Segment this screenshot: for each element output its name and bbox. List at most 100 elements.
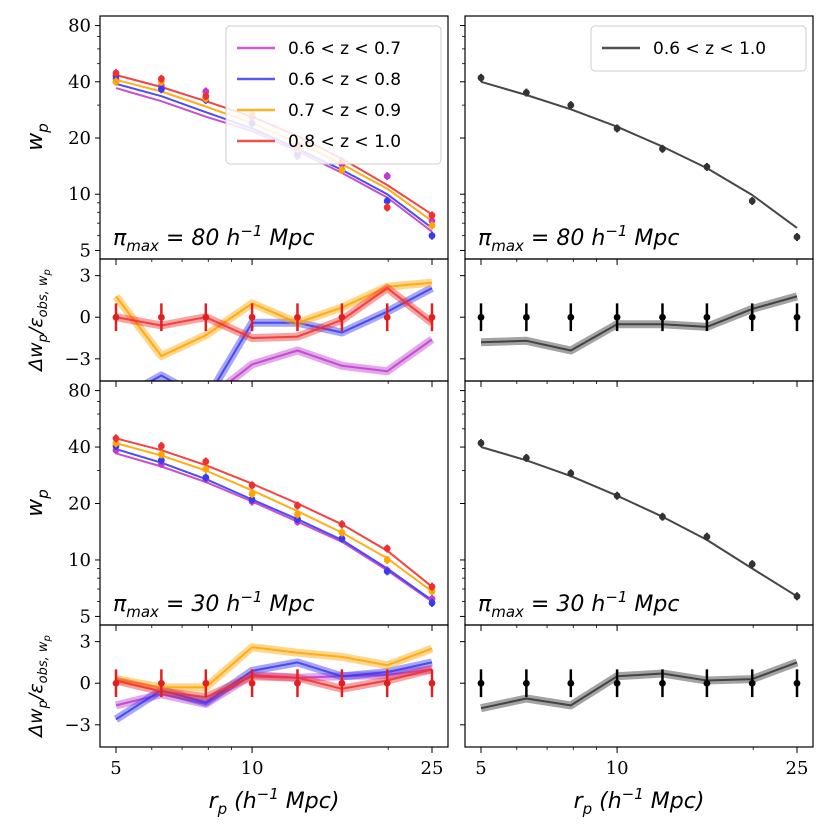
data-point	[428, 587, 436, 595]
data-point	[202, 465, 210, 473]
wp-bottom-left-plot-area	[112, 434, 436, 607]
pi-max-label: πmax = 80 h−1 Mpc	[478, 222, 679, 255]
x-tick-label: 5	[110, 758, 121, 779]
data-point	[428, 679, 436, 687]
series-line	[480, 80, 798, 229]
data-point	[383, 313, 391, 321]
data-point	[428, 583, 436, 591]
data-point	[477, 679, 485, 687]
y-tick-label: 0	[80, 307, 91, 328]
wp-bottom-right-plot-area	[477, 439, 801, 601]
res-top-right	[460, 258, 814, 387]
pi-max-label: πmax = 30 h−1 Mpc	[113, 588, 314, 621]
data-point	[338, 166, 346, 174]
wp-bottom-left-frame	[99, 380, 449, 626]
data-point	[202, 679, 210, 687]
xlabel-right: rp (h−1 Mpc)	[574, 785, 705, 818]
data-point	[157, 679, 165, 687]
legend-label: 0.7 < z < 0.9	[288, 101, 401, 121]
data-point	[703, 163, 711, 171]
pi-max-label: πmax = 80 h−1 Mpc	[113, 222, 314, 255]
data-point	[157, 442, 165, 450]
data-point	[793, 233, 801, 241]
legend-right: 0.6 < z < 1.0	[590, 25, 807, 72]
data-point	[338, 679, 346, 687]
series-line	[115, 442, 433, 593]
data-point	[748, 679, 756, 687]
data-point	[748, 560, 756, 568]
legend-label: 0.8 < z < 1.0	[288, 132, 401, 152]
data-point	[157, 75, 165, 83]
data-point	[338, 520, 346, 528]
data-point	[202, 92, 210, 100]
y-tick-label: 40	[68, 437, 91, 458]
data-point	[248, 313, 256, 321]
ylabel-wp-top: wp	[23, 123, 52, 151]
series-line	[480, 295, 798, 352]
series-line	[149, 287, 433, 381]
y-tick-label: 5	[80, 606, 91, 627]
data-point	[748, 313, 756, 321]
data-point	[383, 679, 391, 687]
data-point	[428, 313, 436, 321]
res-top-right-plot-area	[477, 292, 801, 355]
data-point	[383, 197, 391, 205]
y-tick-label: 80	[68, 16, 91, 37]
data-point	[522, 89, 530, 97]
series-line	[115, 281, 433, 357]
data-point	[659, 145, 666, 153]
series-line	[115, 646, 433, 689]
data-point	[613, 313, 621, 321]
legend-label: 0.6 < z < 0.8	[288, 70, 401, 90]
legend-box	[590, 25, 807, 72]
data-point	[338, 535, 346, 542]
res-bottom-left-frame	[99, 624, 449, 748]
y-tick-label: 20	[68, 128, 91, 149]
y-tick-label: 20	[68, 494, 91, 515]
data-point	[157, 451, 165, 458]
data-point	[659, 313, 666, 321]
y-tick-label: −3	[64, 715, 91, 736]
y-tick-label: 0	[80, 673, 91, 694]
y-tick-label: 80	[68, 381, 91, 402]
data-point	[383, 567, 391, 575]
data-point	[338, 529, 346, 536]
data-point	[157, 85, 165, 93]
data-point	[294, 515, 301, 523]
data-point	[567, 679, 575, 687]
res-top-right-frame	[464, 258, 814, 382]
series-line	[480, 661, 798, 710]
series-line	[115, 668, 433, 699]
y-tick-label: 10	[68, 184, 91, 205]
y-tick-label: 10	[68, 550, 91, 571]
data-point	[703, 313, 711, 321]
data-point	[428, 599, 436, 607]
res-bottom-left: −3 0 3 5 10 25	[64, 624, 449, 779]
wp-bottom-right: πmax = 30 h−1 Mpc	[460, 380, 814, 631]
res-bottom-left-plot-area	[112, 643, 436, 723]
data-point	[294, 502, 301, 509]
data-point	[703, 533, 711, 541]
ylabel-wp-bottom: wp	[23, 489, 52, 517]
res-top-left-plot-area	[112, 278, 436, 381]
series-line	[480, 446, 798, 598]
x-tick-label: 10	[606, 758, 629, 779]
data-point	[112, 69, 120, 77]
legend-label: 0.6 < z < 1.0	[653, 39, 766, 59]
data-point	[477, 74, 485, 82]
data-point	[112, 78, 120, 86]
data-point	[522, 454, 530, 462]
data-point	[428, 222, 436, 229]
x-tick-label: 10	[241, 758, 264, 779]
ylabel-res-bottom: Δwp/εobs, wp	[25, 635, 53, 739]
res-top-left: −3 0 3	[64, 258, 449, 387]
data-point	[567, 469, 575, 477]
series-line	[115, 452, 433, 603]
wp-bottom-left: 5 10 20 40 80 πmax = 30 h−1 Mpc	[68, 380, 449, 631]
data-point	[248, 496, 256, 503]
res-bottom-right: 5 10 25	[460, 624, 814, 779]
xlabel-left: rp (h−1 Mpc)	[209, 785, 340, 818]
data-point	[659, 513, 666, 521]
y-tick-label: 5	[80, 240, 91, 261]
y-tick-label: 40	[68, 72, 91, 93]
